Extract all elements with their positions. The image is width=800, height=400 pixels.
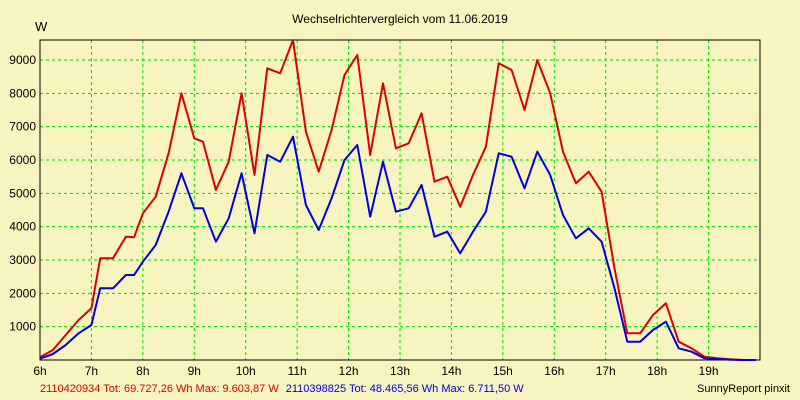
- x-tick-label: 12h: [339, 364, 359, 378]
- series1-summary: 2110420934 Tot: 69.727,26 Wh Max: 9.603,…: [40, 383, 279, 395]
- grid-lines: [40, 40, 760, 360]
- y-tick-label: 6000: [9, 153, 36, 167]
- x-tick-label: 15h: [493, 364, 513, 378]
- y-tick-label: 1000: [9, 320, 36, 334]
- y-tick-label: 3000: [9, 253, 36, 267]
- chart-title: Wechselrichtervergleich vom 11.06.2019: [292, 12, 508, 26]
- credit-label: SunnyReport pinxit: [697, 383, 790, 395]
- tick-labels: 6h 7h 8h 9h 10h 11h 12h 13h 14h 15h 16h 17h 18h 19h 10…: [9, 53, 718, 378]
- y-tick-label: 7000: [9, 120, 36, 134]
- x-tick-label: 14h: [441, 364, 461, 378]
- x-tick-label: 7h: [85, 364, 98, 378]
- y-tick-label: 5000: [9, 186, 36, 200]
- series-line-2110420934: [39, 39, 756, 361]
- y-axis-unit-label: W: [35, 19, 48, 34]
- x-tick-label: 16h: [544, 364, 564, 378]
- series2-summary: 2110398825 Tot: 48.465,56 Wh Max: 6.711,…: [285, 383, 524, 395]
- y-tick-label: 2000: [9, 286, 36, 300]
- x-tick-label: 11h: [288, 364, 307, 378]
- y-tick-label: 9000: [9, 53, 36, 67]
- x-tick-label: 9h: [188, 364, 201, 378]
- x-tick-label: 17h: [596, 364, 616, 378]
- x-tick-label: 10h: [236, 364, 256, 378]
- plot-area-frame: [39, 39, 761, 361]
- x-tick-label: 18h: [647, 364, 667, 378]
- series-line-2110398825: [39, 135, 756, 361]
- y-tick-label: 8000: [9, 86, 36, 100]
- series-layer: [39, 39, 756, 361]
- y-tick-label: 4000: [9, 220, 36, 234]
- x-tick-label: 8h: [136, 364, 149, 378]
- x-tick-label: 6h: [33, 364, 46, 378]
- footer-summary: 2110420934 Tot: 69.727,26 Wh Max: 9.603,…: [40, 383, 524, 395]
- x-tick-label: 19h: [699, 364, 719, 378]
- x-tick-label: 13h: [390, 364, 410, 378]
